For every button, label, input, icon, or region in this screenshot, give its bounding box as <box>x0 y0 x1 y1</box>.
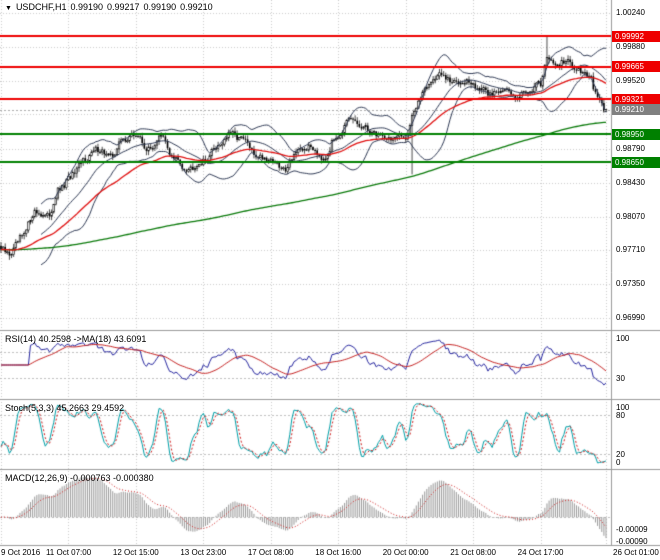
time-axis-label: 21 Oct 08:00 <box>450 548 496 557</box>
price-axis-label: 1.00240 <box>616 7 645 17</box>
price-axis-label: 0.97350 <box>616 279 645 289</box>
time-axis-label: 24 Oct 17:00 <box>517 548 564 557</box>
ohlc-header: ▼ USDCHF,H1 0.99190 0.99217 0.99190 0.99210 <box>5 2 217 12</box>
price-axis-label: 0.98070 <box>616 211 645 221</box>
price-tag: 0.99210 <box>612 104 660 116</box>
stoch-pane-label: Stoch(5,3,3) 45.2663 29.4592 <box>5 403 125 413</box>
stoch-axis-label: 100 <box>616 403 630 412</box>
price-tag: 0.98950 <box>612 128 660 140</box>
price-axis-label: 0.97710 <box>616 245 645 255</box>
time-axis-label: 17 Oct 08:00 <box>247 548 294 557</box>
time-axis-label: 12 Oct 15:00 <box>112 548 159 557</box>
price-axis-label: 0.98430 <box>616 177 645 187</box>
price-tag: 0.99992 <box>612 30 660 42</box>
close-value: 0.99210 <box>180 2 213 12</box>
macd-axis-label: -0.00090 <box>616 537 648 546</box>
price-axis-label: 0.96990 <box>616 313 645 323</box>
time-axis-label: 9 Oct 2016 <box>1 548 41 557</box>
symbol-label: USDCHF,H1 <box>15 2 67 12</box>
rsi-axis-label: 30 <box>616 373 625 383</box>
open-value: 0.99190 <box>70 2 103 12</box>
time-axis-label: 20 Oct 00:00 <box>382 548 429 557</box>
price-tag: 0.99665 <box>612 61 660 73</box>
macd-pane-label: MACD(12,26,9) -0.000763 -0.000380 <box>5 473 154 483</box>
time-axis-label: 18 Oct 16:00 <box>315 548 362 557</box>
time-axis[interactable]: 9 Oct 2016 11 Oct 07:00 12 Oct 15:00 13 Oct… <box>0 546 660 560</box>
stoch-axis-label: 0 <box>616 458 621 467</box>
macd-axis-label: -0.00009 <box>616 525 648 534</box>
time-axis-label: 11 Oct 07:00 <box>45 548 92 557</box>
rsi-pane-label: RSI(14) 40.2598 ->MA(18) 43.6091 <box>5 334 147 344</box>
price-axis-label: 0.99520 <box>616 75 645 85</box>
stoch-axis-label: 80 <box>616 411 625 420</box>
stoch-axis-label: 20 <box>616 450 625 459</box>
price-axis[interactable]: 1.00240 0.99880 0.99520 0.98790 0.98430 0.980… <box>612 0 660 546</box>
price-tag: 0.99321 <box>612 93 660 105</box>
price-tag: 0.98650 <box>612 156 660 168</box>
time-axis-label: 26 Oct 01:00 <box>613 548 659 557</box>
symbol-dropdown-icon[interactable]: ▼ <box>5 5 12 12</box>
low-value: 0.99190 <box>143 2 177 12</box>
price-axis-label: 0.99880 <box>616 41 645 51</box>
price-axis-label: 0.98790 <box>616 144 645 154</box>
rsi-axis-label: 100 <box>616 334 630 343</box>
time-axis-label: 13 Oct 23:00 <box>180 548 227 557</box>
high-value: 0.99217 <box>107 2 140 12</box>
